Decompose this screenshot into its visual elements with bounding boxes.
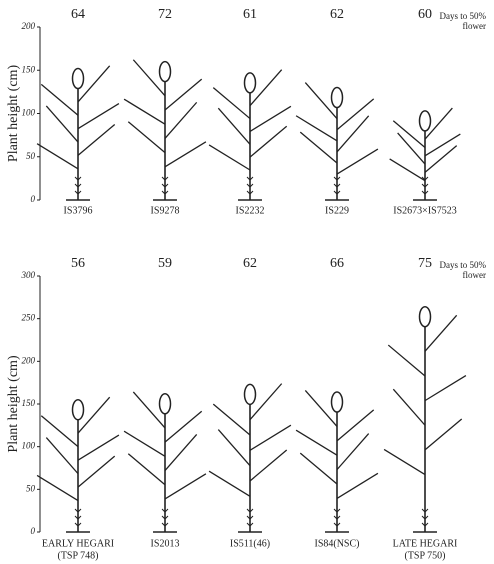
leaf <box>425 146 457 173</box>
y-tick-label: 0 <box>31 526 36 536</box>
leaf <box>296 430 337 455</box>
days-to-flower: 60 <box>418 7 432 22</box>
category-label: IS511(46) <box>230 538 270 549</box>
category-note: (TSP 750) <box>404 550 445 561</box>
y-axis-label: Plant height (cm) <box>6 65 21 163</box>
leaf <box>78 435 119 460</box>
leaf <box>218 430 250 466</box>
y-tick-label: 50 <box>26 483 36 493</box>
leaf <box>209 145 250 170</box>
y-tick-label: 300 <box>21 270 36 280</box>
panicle <box>420 111 431 131</box>
y-tick-label: 250 <box>22 313 36 323</box>
days-label: Days to 50% <box>440 260 487 270</box>
leaf <box>165 142 206 167</box>
leaf <box>128 454 165 485</box>
leaf <box>165 434 197 470</box>
y-tick-label: 0 <box>31 194 36 204</box>
days-to-flower: 75 <box>418 256 432 271</box>
days-to-flower: 64 <box>71 7 85 22</box>
days-label: Days to 50% <box>440 11 487 21</box>
y-tick-label: 200 <box>22 355 36 365</box>
leaf <box>209 471 250 496</box>
days-to-flower: 61 <box>243 7 257 22</box>
leaf <box>300 453 337 484</box>
leaf <box>384 449 425 474</box>
days-to-flower: 66 <box>330 256 344 271</box>
panicle <box>245 73 256 93</box>
y-tick-label: 150 <box>22 64 36 74</box>
leaf <box>393 389 425 425</box>
panicle <box>73 400 84 420</box>
days-to-flower: 56 <box>71 256 85 271</box>
leaf <box>337 99 374 130</box>
panicle <box>420 307 431 327</box>
leaf <box>337 473 378 498</box>
leaf <box>425 108 452 139</box>
category-label: IS2232 <box>236 205 265 216</box>
leaf <box>425 419 462 450</box>
leaf <box>41 84 78 115</box>
leaf <box>296 116 337 141</box>
panicle <box>332 392 343 412</box>
leaf <box>165 102 197 138</box>
category-label: LATE HEGARI <box>393 538 458 549</box>
category-label: IS229 <box>325 205 349 216</box>
days-label: flower <box>463 270 487 280</box>
leaf <box>388 345 425 376</box>
days-to-flower: 59 <box>158 256 172 271</box>
days-to-flower: 72 <box>158 7 172 22</box>
leaf <box>37 475 78 500</box>
category-label: EARLY HEGARI <box>42 538 114 549</box>
panicle <box>245 384 256 404</box>
leaf <box>41 416 78 447</box>
leaf <box>425 134 460 156</box>
leaf <box>165 474 206 499</box>
leaf <box>124 431 165 456</box>
leaf <box>78 456 115 487</box>
leaf <box>250 126 287 157</box>
leaf <box>337 149 378 174</box>
y-tick-label: 150 <box>22 398 36 408</box>
leaf <box>337 434 369 470</box>
panicle <box>160 62 171 82</box>
leaf <box>337 410 374 441</box>
panicle <box>332 88 343 108</box>
leaf <box>398 133 425 164</box>
days-to-flower: 62 <box>243 256 257 271</box>
leaf <box>165 79 202 110</box>
category-label: IS2673×IS7523 <box>393 205 456 216</box>
category-label: IS9278 <box>151 205 180 216</box>
leaf <box>218 108 250 144</box>
days-to-flower: 62 <box>330 7 344 22</box>
leaf <box>425 376 466 401</box>
category-label: IS84(NSC) <box>314 538 359 549</box>
leaf <box>78 124 115 155</box>
leaf <box>250 450 287 481</box>
category-note: (TSP 748) <box>57 550 98 561</box>
leaf <box>337 116 369 152</box>
y-tick-label: 50 <box>26 151 36 161</box>
y-tick-label: 100 <box>22 108 36 118</box>
leaf <box>250 425 291 450</box>
leaf <box>128 122 165 153</box>
leaf <box>165 411 202 442</box>
y-tick-label: 100 <box>22 441 36 451</box>
leaf <box>213 88 250 119</box>
category-label: IS2013 <box>151 538 180 549</box>
days-label: flower <box>463 21 487 31</box>
leaf <box>124 99 165 124</box>
y-tick-label: 200 <box>22 21 36 31</box>
figure: 050100150200Plant height (cm)Days to 50%… <box>0 0 494 564</box>
y-axis-label: Plant height (cm) <box>6 355 21 453</box>
panicle <box>73 69 84 89</box>
leaf <box>390 159 425 181</box>
panicle <box>160 394 171 414</box>
leaf <box>37 144 78 169</box>
category-label: IS3796 <box>64 205 93 216</box>
leaf <box>78 104 119 129</box>
